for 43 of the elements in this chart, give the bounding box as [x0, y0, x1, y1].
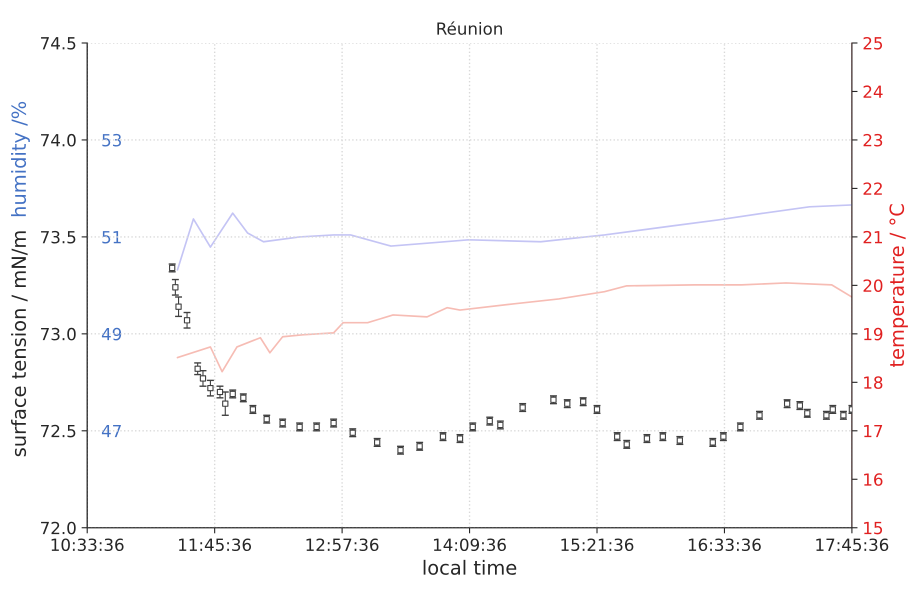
y-tick-label: 74.5	[41, 37, 76, 50]
line-series	[176, 204, 852, 271]
y2-tick-label: 15	[864, 522, 882, 534]
y2-tick-label: 23	[864, 134, 882, 147]
y2-axis-title: temperature / °C	[889, 204, 908, 368]
x-axis-title: local time	[424, 560, 516, 575]
y2-tick-label: 20	[864, 279, 882, 292]
point	[207, 384, 214, 392]
x-tick-label: 17:45:36	[816, 538, 888, 552]
point	[175, 304, 182, 310]
y-tick-label: 74.0	[41, 134, 76, 147]
point	[222, 400, 228, 407]
y2-tick-label: 22	[864, 182, 882, 195]
y2-tick-label: 25	[864, 36, 882, 50]
y-tick-label: 73.5	[41, 230, 76, 244]
line-series	[176, 282, 852, 372]
point	[184, 317, 190, 324]
point	[200, 375, 206, 382]
y3-tick-label: 47	[102, 424, 121, 438]
y3-tick-label: 53	[102, 134, 121, 147]
y2-tick-label: 16	[864, 473, 882, 486]
y-axis-title: surface tension / mN/m	[11, 231, 28, 456]
chart-title: Réunion	[437, 21, 502, 35]
y-tick-label: 72.5	[41, 424, 76, 438]
point	[172, 284, 179, 290]
y-tick-label: 72.0	[41, 522, 76, 534]
point	[216, 388, 224, 396]
y3-axis-title: humidity /%	[11, 102, 30, 216]
x-tick-label: 12:57:36	[306, 538, 378, 552]
y2-tick-label: 21	[864, 230, 882, 244]
y-tick-label: 73.0	[41, 328, 76, 340]
x-tick-label: 11:45:36	[179, 538, 252, 552]
y3-tick-label: 49	[102, 328, 122, 340]
x-tick-label: 15:21:36	[561, 538, 634, 552]
y2-tick-label: 24	[864, 85, 883, 98]
y2-tick-label: 18	[864, 376, 882, 389]
y2-tick-label: 17	[864, 424, 882, 438]
x-tick-label: 10:33:36	[52, 538, 124, 552]
point	[194, 366, 201, 372]
x-tick-label: 16:33:36	[688, 538, 761, 552]
x-tick-label: 14:09:36	[434, 538, 506, 552]
y2-tick-label: 19	[864, 328, 882, 340]
y3-tick-label: 51	[102, 231, 121, 244]
